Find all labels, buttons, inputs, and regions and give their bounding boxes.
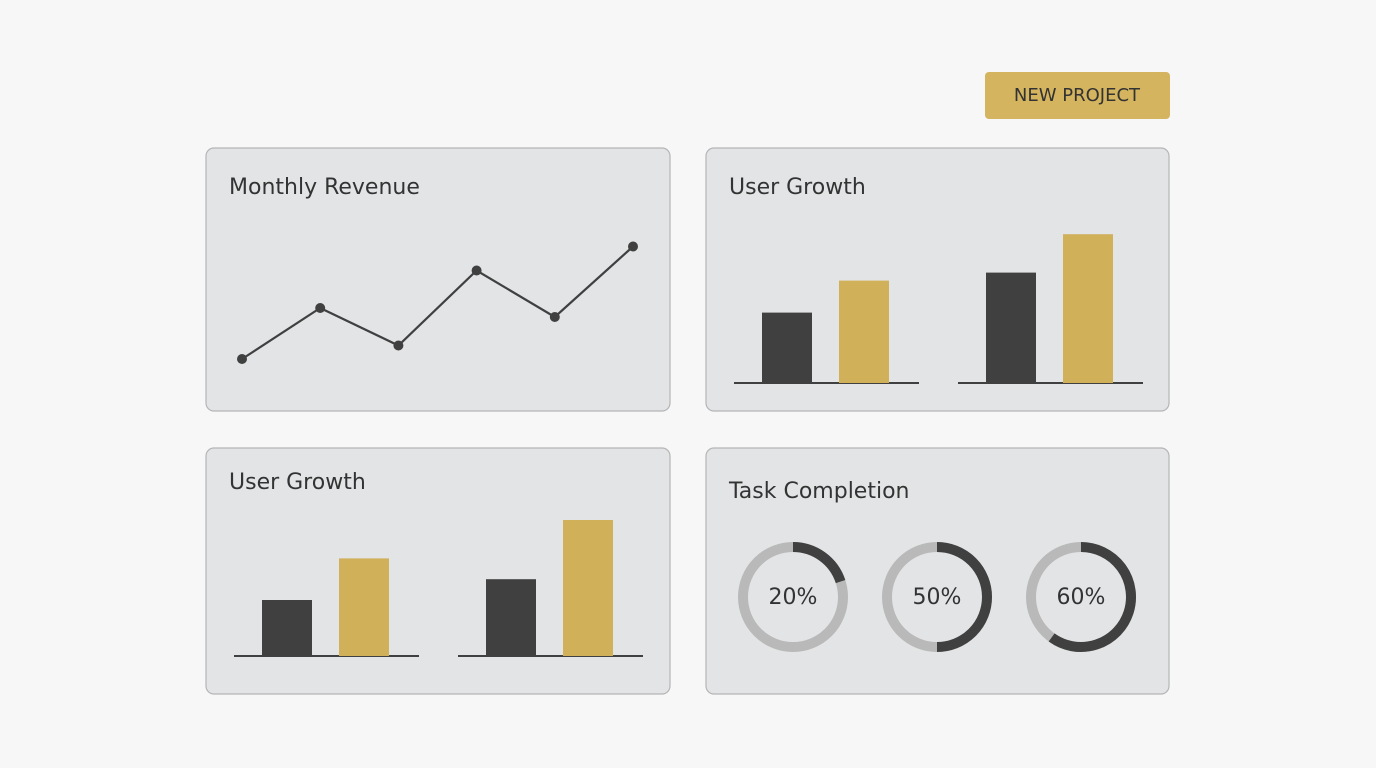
card-title: User Growth bbox=[229, 470, 366, 495]
button-label[interactable]: NEW PROJECT bbox=[1014, 85, 1141, 106]
card-title: User Growth bbox=[729, 175, 866, 200]
donut-arc bbox=[1048, 542, 1136, 652]
donut-label: 50% bbox=[913, 585, 962, 610]
donut-arc bbox=[936, 542, 992, 652]
donut-label: 60% bbox=[1057, 585, 1106, 610]
point bbox=[315, 303, 326, 313]
point bbox=[549, 312, 560, 322]
bar bbox=[339, 558, 389, 656]
line bbox=[241, 245, 634, 360]
card-title: Task Completion bbox=[728, 479, 909, 504]
donut-arc bbox=[792, 542, 846, 584]
bar bbox=[563, 520, 613, 656]
bar bbox=[262, 600, 312, 656]
point bbox=[628, 241, 638, 252]
card bbox=[705, 147, 1170, 412]
card-title: Monthly Revenue bbox=[229, 175, 420, 200]
new-project-button[interactable]: NEW PROJECT bbox=[985, 72, 1170, 119]
card bbox=[205, 447, 671, 695]
card bbox=[205, 147, 671, 412]
bar bbox=[839, 280, 889, 383]
point bbox=[237, 354, 247, 364]
bar bbox=[986, 272, 1036, 383]
button-bg[interactable] bbox=[985, 72, 1170, 119]
bar bbox=[486, 579, 536, 656]
bar bbox=[1063, 234, 1113, 383]
point bbox=[471, 265, 482, 276]
bar bbox=[762, 312, 812, 383]
point bbox=[393, 340, 404, 351]
donut-label: 20% bbox=[769, 585, 818, 610]
